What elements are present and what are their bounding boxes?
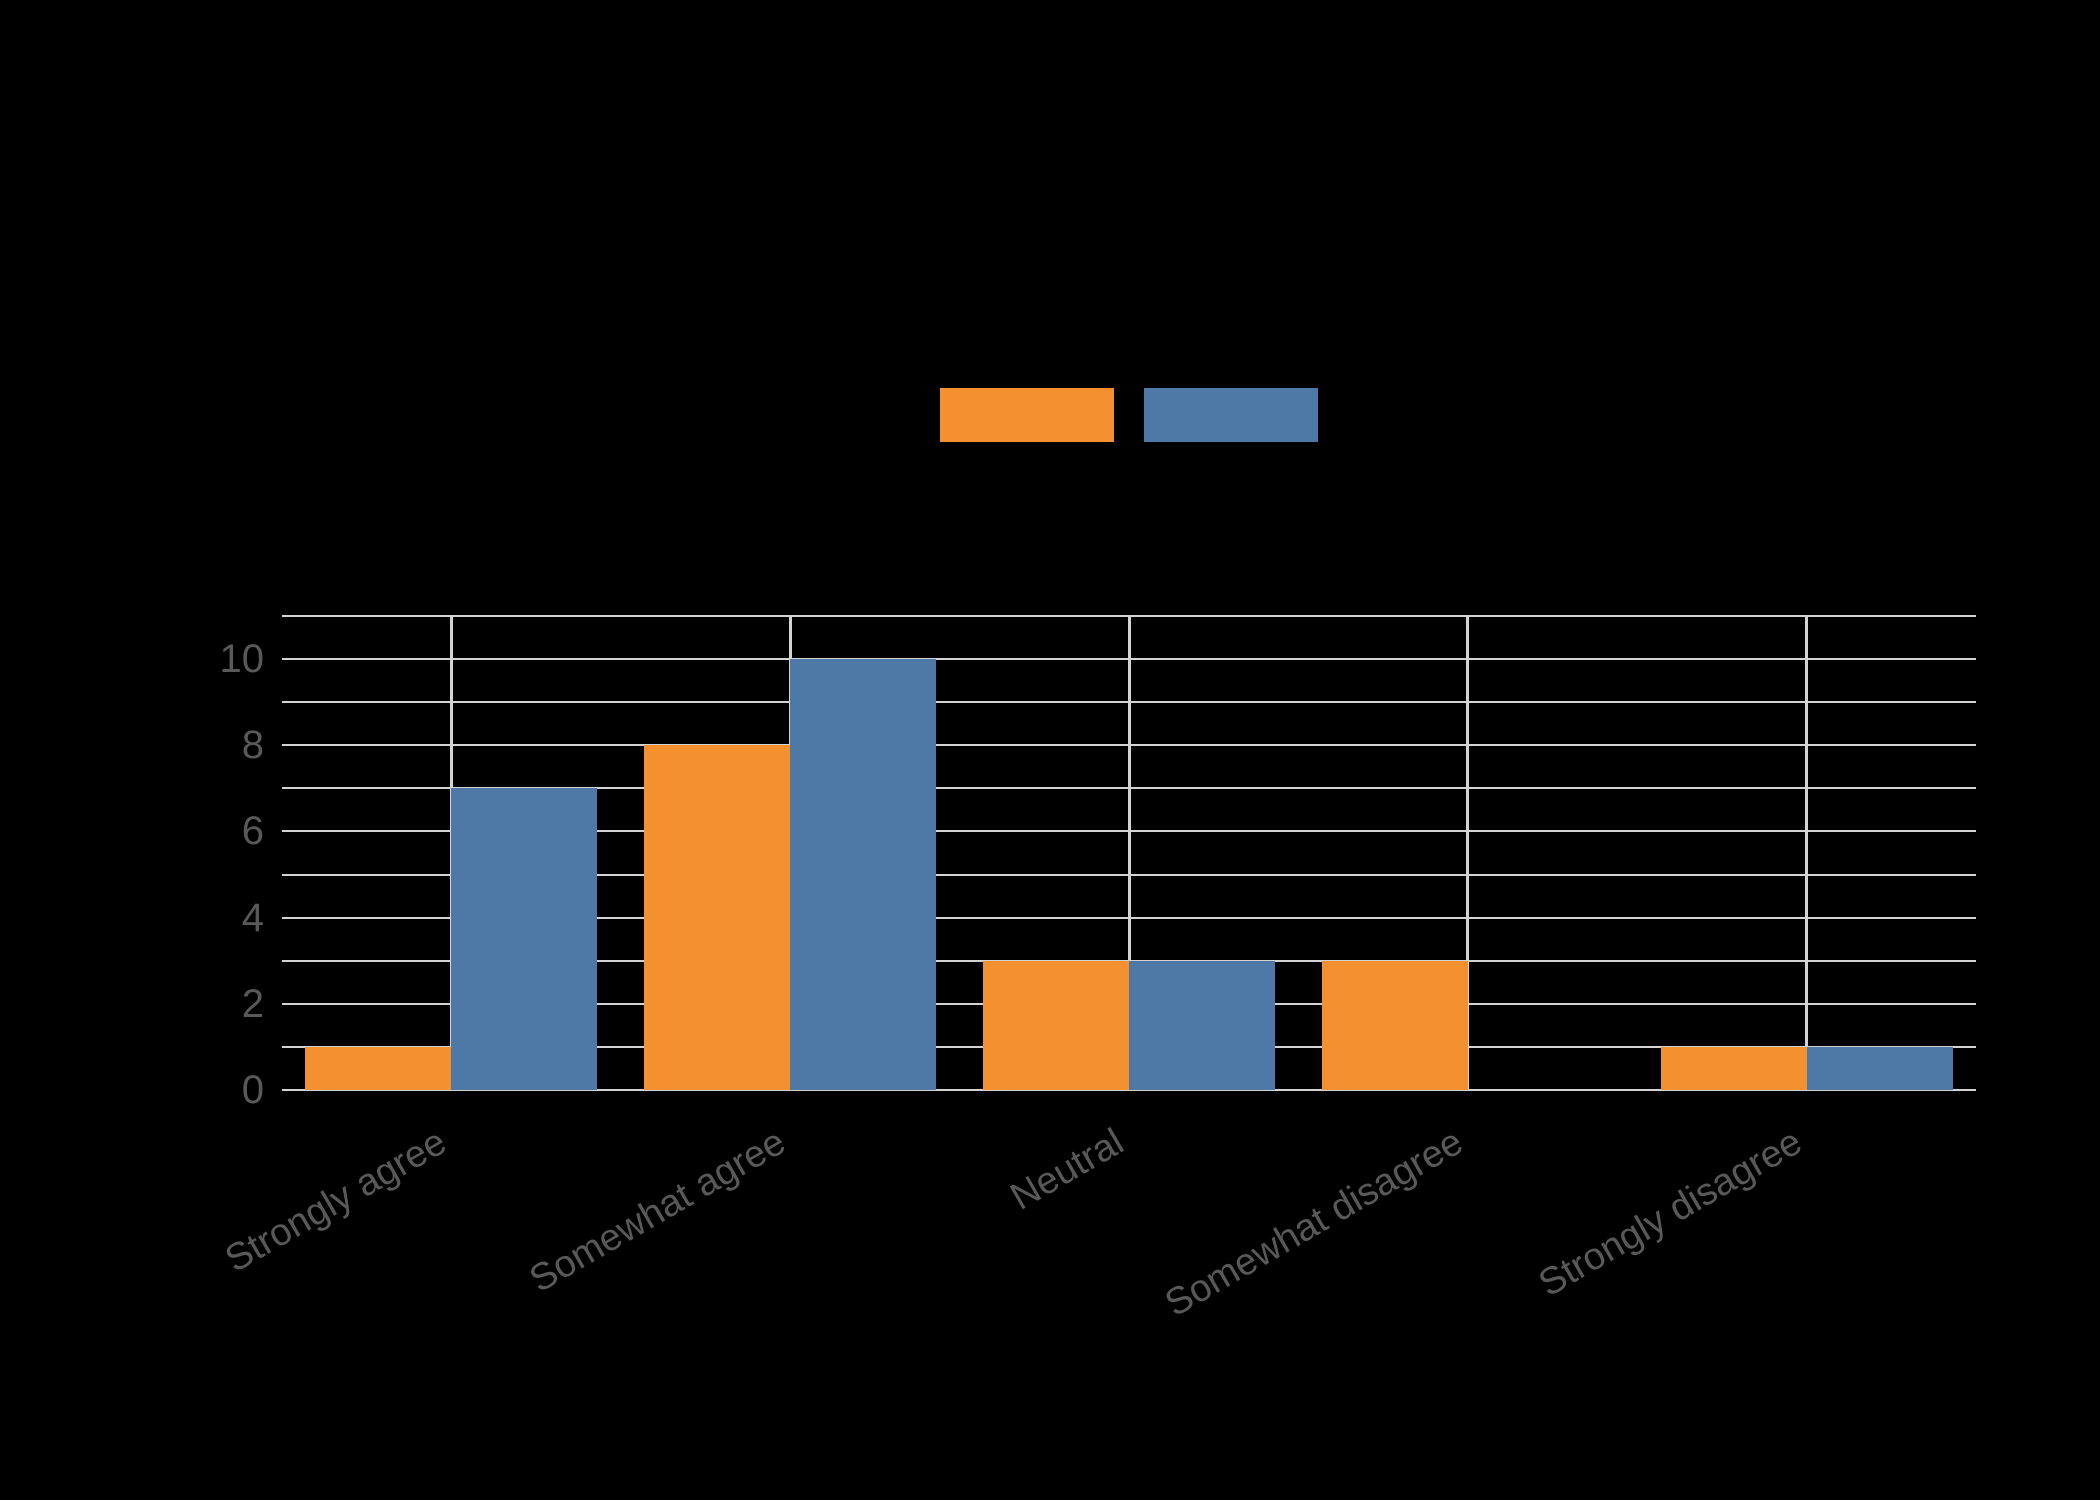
- y-tick-label: 8: [241, 723, 264, 768]
- bar-series-1: [983, 960, 1129, 1090]
- bar-series-2: [790, 659, 937, 1090]
- bar-series-1: [1660, 1046, 1807, 1090]
- bar-series-1: [644, 745, 791, 1090]
- gridline-vertical: [1805, 616, 1809, 1090]
- gridline-vertical: [1466, 616, 1470, 1090]
- x-tick-label: Somewhat disagree: [1158, 1120, 1470, 1326]
- bar-series-2: [451, 788, 598, 1090]
- gridline-vertical: [1127, 616, 1131, 1090]
- x-tick-label: Neutral: [1003, 1120, 1131, 1219]
- y-tick-label: 0: [241, 1068, 264, 1112]
- bar-series-2: [1806, 1046, 1953, 1090]
- bar-series-2: [1129, 960, 1275, 1090]
- x-tick-label: Somewhat agree: [522, 1120, 793, 1301]
- y-tick-label: 6: [241, 809, 264, 854]
- y-tick-label: 4: [241, 895, 264, 940]
- x-tick-label: Strongly disagree: [1531, 1120, 1809, 1306]
- y-tick-label: 10: [219, 637, 265, 682]
- legend-swatch-series-1: [940, 388, 1114, 442]
- gridline-horizontal: [282, 1089, 1976, 1091]
- y-tick-label: 2: [241, 981, 264, 1026]
- bar-series-1: [1321, 960, 1468, 1090]
- bar-series-1: [305, 1046, 452, 1090]
- legend-swatch-series-2: [1144, 388, 1318, 442]
- x-tick-label: Strongly agree: [218, 1120, 454, 1281]
